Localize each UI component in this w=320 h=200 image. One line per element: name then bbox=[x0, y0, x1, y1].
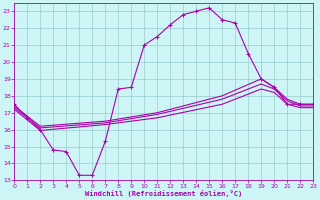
X-axis label: Windchill (Refroidissement éolien,°C): Windchill (Refroidissement éolien,°C) bbox=[85, 190, 242, 197]
